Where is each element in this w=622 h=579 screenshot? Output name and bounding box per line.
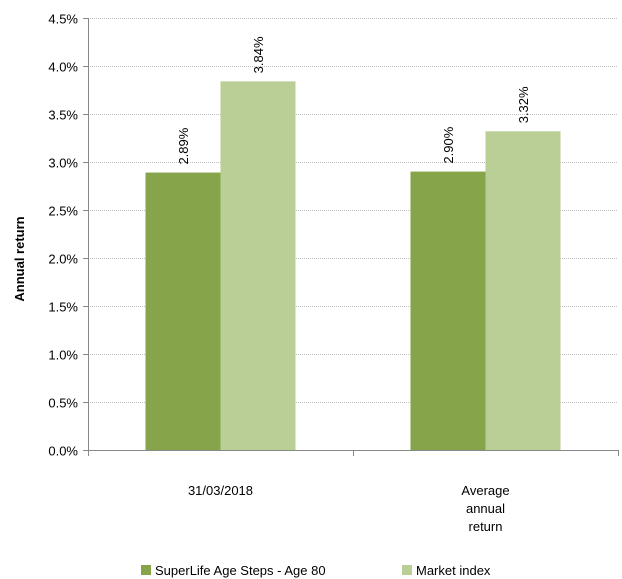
bars: [145, 81, 561, 451]
y-axis-title: Annual return: [12, 216, 27, 301]
y-tick-label: 1.0%: [48, 348, 78, 363]
bar: [220, 81, 296, 451]
legend-label: Market index: [416, 563, 491, 578]
data-label: 3.84%: [251, 36, 266, 73]
category-label-line: return: [469, 519, 503, 534]
y-tick-label: 0.5%: [48, 396, 78, 411]
category-label: Average annual return: [461, 483, 509, 534]
data-label: 2.90%: [441, 126, 456, 163]
bar: [485, 131, 561, 450]
y-tick-label: 3.5%: [48, 108, 78, 123]
y-tick-label: 4.0%: [48, 60, 78, 75]
y-tick-label: 0.0%: [48, 444, 78, 459]
y-tick-label: 2.5%: [48, 204, 78, 219]
category-label-line: Average: [461, 483, 509, 498]
category-label: 31/03/2018: [188, 483, 253, 498]
category-labels: 31/03/2018 Average annual return: [188, 483, 510, 534]
legend-swatch: [402, 565, 412, 575]
category-label-line: 31/03/2018: [188, 483, 253, 498]
legend-label: SuperLife Age Steps - Age 80: [155, 563, 326, 578]
y-tick-label: 1.5%: [48, 300, 78, 315]
data-labels: 2.89% 3.84% 2.90% 3.32%: [176, 36, 531, 165]
category-label-line: annual: [466, 501, 505, 516]
bar: [410, 171, 486, 450]
data-label: 2.89%: [176, 127, 191, 164]
legend-swatch: [141, 565, 151, 575]
axes: [83, 18, 619, 456]
data-label: 3.32%: [516, 86, 531, 123]
legend: SuperLife Age Steps - Age 80 Market index: [141, 563, 491, 578]
y-tick-labels: 0.0% 0.5% 1.0% 1.5% 2.0% 2.5% 3.0% 3.5% 4.0% 4.5%: [48, 12, 78, 459]
y-tick-label: 4.5%: [48, 12, 78, 27]
bar: [145, 172, 221, 450]
y-tick-label: 2.0%: [48, 252, 78, 267]
y-tick-label: 3.0%: [48, 156, 78, 171]
